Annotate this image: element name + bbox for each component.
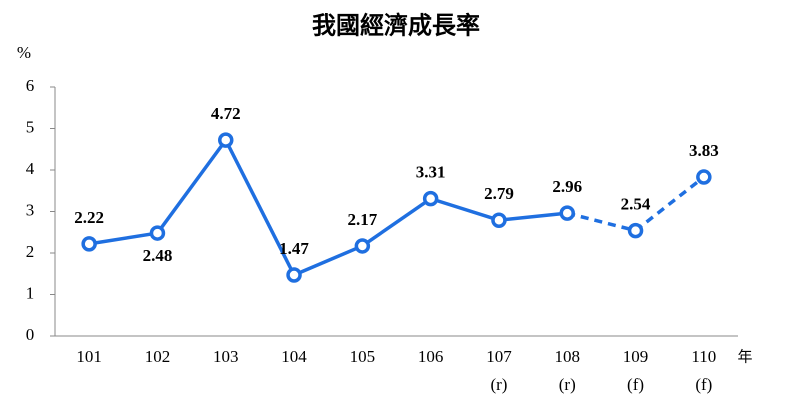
value-label: 2.22	[74, 208, 104, 227]
point	[422, 190, 439, 207]
point	[218, 132, 234, 148]
point	[627, 222, 644, 239]
y-tick-label: 6	[26, 76, 35, 95]
line-segment	[498, 211, 568, 222]
x-tick-label: 110	[691, 347, 716, 366]
x-axis-label: 年	[737, 348, 752, 365]
x-tick-note: (r)	[490, 375, 507, 394]
y-tick-label: 5	[26, 117, 35, 136]
line-segment	[634, 175, 705, 232]
x-tick-label: 109	[623, 347, 649, 366]
line-segment	[88, 231, 158, 246]
x-tick-note: (f)	[695, 375, 712, 394]
x-tick-label: 103	[213, 347, 239, 366]
value-label: 2.79	[484, 184, 514, 203]
value-label: 2.96	[552, 177, 582, 196]
line-segment	[361, 197, 432, 248]
x-tick-label: 108	[555, 347, 581, 366]
x-tick-label: 102	[145, 347, 171, 366]
point	[491, 212, 507, 228]
value-label: 1.47	[279, 239, 309, 258]
x-tick-note: (r)	[559, 375, 576, 394]
line-segment	[293, 244, 364, 277]
value-label: 4.72	[211, 104, 241, 123]
line-segment	[430, 196, 500, 222]
point	[559, 205, 575, 221]
y-tick-label: 1	[26, 283, 35, 302]
chart-title: 我國經濟成長率	[312, 12, 480, 40]
point	[81, 236, 97, 252]
x-tick-label: 104	[281, 347, 307, 366]
x-tick-label: 101	[76, 347, 102, 366]
line-segment	[224, 139, 296, 276]
point	[286, 267, 302, 283]
line-segment	[566, 211, 636, 233]
y-tick-label: 0	[26, 325, 35, 344]
x-tick-note: (f)	[627, 375, 644, 394]
point	[149, 225, 166, 241]
value-label: 2.48	[143, 246, 173, 265]
x-tick-label: 105	[350, 347, 376, 366]
value-label: 2.17	[347, 210, 377, 229]
y-tick-label: 4	[26, 159, 35, 178]
value-label: 2.54	[621, 194, 651, 213]
y-axis-label: %	[17, 43, 31, 62]
point	[696, 169, 712, 185]
line-segment	[156, 139, 228, 235]
x-tick-label: 106	[418, 347, 444, 366]
y-tick-label: 2	[26, 242, 35, 261]
point	[354, 238, 371, 254]
x-tick-label: 107	[486, 347, 512, 366]
value-label: 3.31	[416, 163, 446, 182]
y-tick-label: 3	[26, 200, 35, 219]
value-label: 3.83	[689, 141, 719, 160]
